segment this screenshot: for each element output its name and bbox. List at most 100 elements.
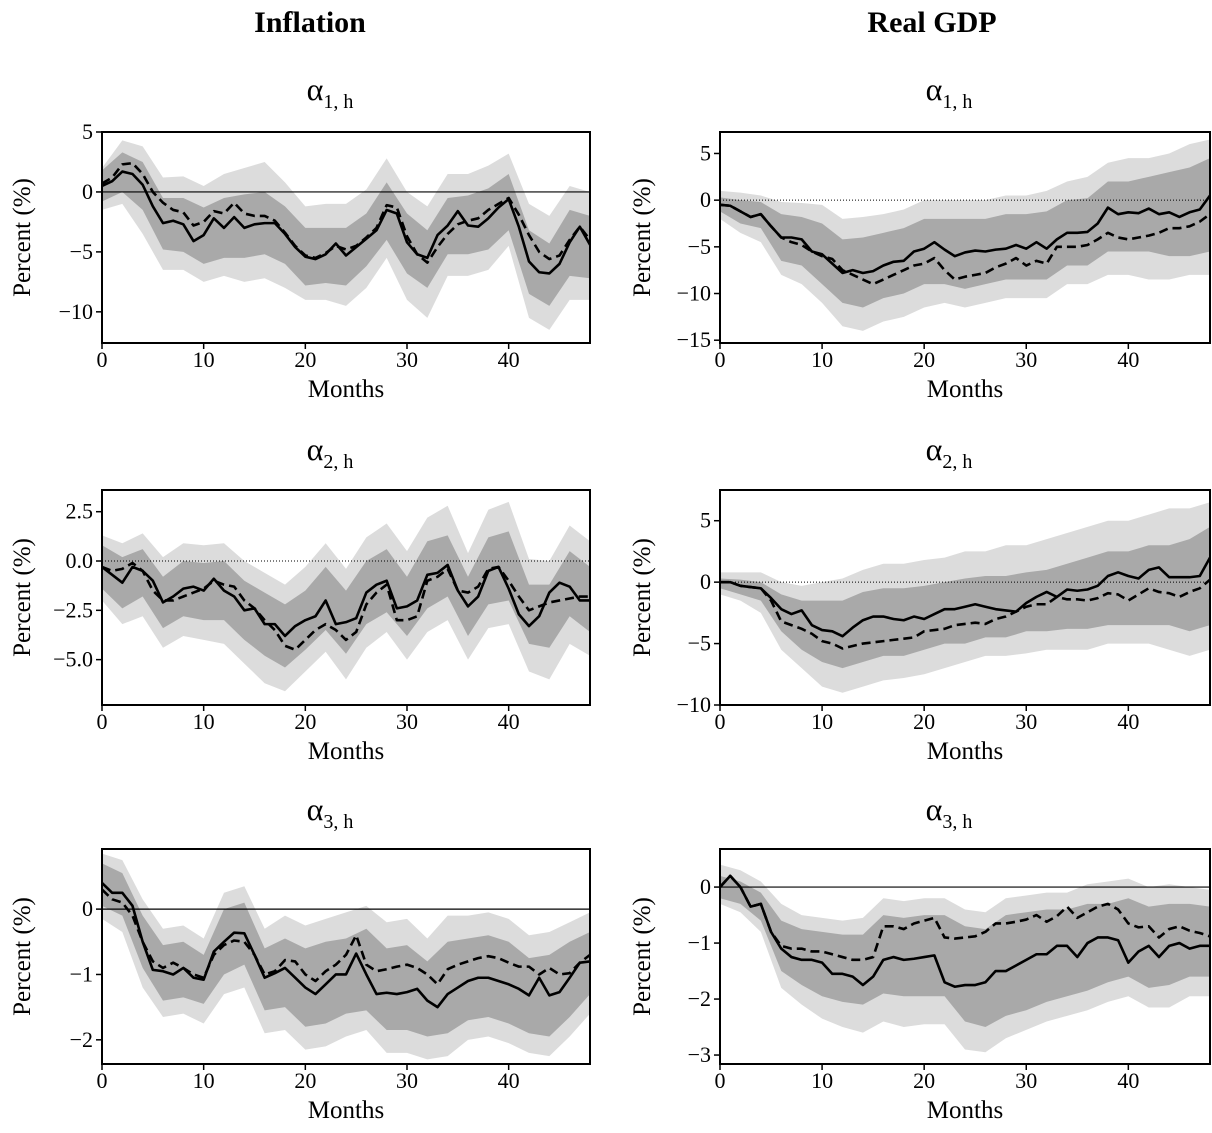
axes-frame [101, 848, 591, 1065]
title-subscript: 1, h [942, 91, 972, 113]
y-tick-label: −2 [688, 986, 711, 1011]
column-title: Real GDP [867, 6, 996, 39]
x-axis-label: Months [927, 1097, 1003, 1124]
x-tick-label: 40 [498, 1068, 520, 1093]
x-tick-label: 40 [1117, 1068, 1139, 1093]
x-tick-label: 10 [811, 709, 833, 734]
series-line [720, 578, 1210, 650]
y-axis-label: Percent (%) [629, 897, 656, 1016]
panel: α3, h 0 10 20 30 40 −2 −1 0 Months Percent (%) [9, 791, 591, 1124]
series-line [102, 561, 590, 652]
series-line [102, 563, 590, 638]
confidence-band [102, 863, 590, 1037]
y-tick-label: −10 [677, 281, 711, 306]
x-tick-label: 30 [396, 347, 418, 372]
x-tick-label: 20 [913, 709, 935, 734]
plot-area [720, 139, 1210, 331]
x-tick-label: 0 [715, 347, 726, 372]
x-tick-label: 40 [498, 347, 520, 372]
y-axis-label: Percent (%) [629, 538, 656, 657]
y-tick-label: 0 [700, 187, 711, 212]
y-tick-label: −5 [688, 631, 711, 656]
panel: α1, h 0 10 20 30 40 −15 −10 −5 0 5 Months Percent (%… [629, 71, 1211, 403]
y-tick-label: 5 [700, 508, 711, 533]
y-tick-label: −5.0 [53, 647, 93, 672]
axes-frame [719, 848, 1211, 1065]
x-tick-label: 30 [1015, 709, 1037, 734]
confidence-band [720, 526, 1210, 669]
y-tick-label: −2.5 [53, 597, 93, 622]
confidence-band [102, 152, 590, 306]
y-tick-label: −1 [688, 930, 711, 955]
x-tick-label: 40 [1117, 347, 1139, 372]
title-symbol: α [307, 791, 324, 827]
x-tick-label: 20 [294, 1068, 316, 1093]
y-tick-label: 0.0 [66, 548, 94, 573]
confidence-band [720, 158, 1210, 308]
axes-frame [101, 131, 591, 344]
title-symbol: α [926, 431, 943, 467]
y-tick-label: −10 [59, 299, 93, 324]
x-tick-label: 10 [811, 347, 833, 372]
panel-title: α3, h [307, 791, 354, 833]
x-tick-label: 0 [97, 1068, 108, 1093]
series-line [720, 874, 1210, 962]
y-tick-label: 0 [82, 896, 93, 921]
axes-frame [101, 489, 591, 706]
x-tick-label: 20 [294, 347, 316, 372]
y-axis-label: Percent (%) [629, 178, 656, 297]
axes-frame [719, 489, 1211, 706]
panel: α2, h 0 10 20 30 40 −5.0 −2.5 0.0 2.5 Months Percen… [9, 431, 591, 765]
x-axis-label: Months [308, 738, 384, 765]
y-axis-label: Percent (%) [9, 538, 36, 657]
plot-area [720, 864, 1210, 1053]
confidence-band [720, 875, 1210, 1028]
x-tick-label: 0 [97, 709, 108, 734]
panel-title: α2, h [307, 431, 354, 473]
title-subscript: 1, h [323, 91, 353, 113]
x-tick-label: 0 [715, 709, 726, 734]
panel: α3, h 0 10 20 30 40 −3 −2 −1 0 Months Percent (%) [629, 791, 1211, 1124]
plot-area [720, 502, 1210, 693]
title-symbol: α [926, 791, 943, 827]
x-tick-label: 20 [913, 347, 935, 372]
title-subscript: 3, h [942, 811, 972, 833]
panel: α1, h 0 10 20 30 40 −10 −5 0 5 Months Percent (%) [9, 71, 591, 403]
y-tick-label: 0 [700, 874, 711, 899]
y-tick-label: 5 [700, 140, 711, 165]
y-tick-label: 5 [82, 119, 93, 144]
panel-title: α1, h [307, 71, 354, 113]
title-subscript: 2, h [942, 451, 972, 473]
y-tick-label: −1 [70, 961, 93, 986]
title-symbol: α [307, 71, 324, 107]
series-line [720, 203, 1210, 286]
y-tick-label: −5 [70, 239, 93, 264]
series-line [102, 161, 590, 264]
x-tick-label: 0 [715, 1068, 726, 1093]
title-subscript: 3, h [323, 811, 353, 833]
x-tick-label: 30 [396, 1068, 418, 1093]
panel: α2, h 0 10 20 30 40 −10 −5 0 5 Months Percent (%) [629, 431, 1211, 765]
x-tick-label: 30 [1015, 1068, 1037, 1093]
x-tick-label: 20 [913, 1068, 935, 1093]
x-tick-label: 20 [294, 709, 316, 734]
x-axis-label: Months [308, 1097, 384, 1124]
x-tick-label: 10 [193, 1068, 215, 1093]
x-tick-label: 40 [1117, 709, 1139, 734]
x-axis-label: Months [927, 376, 1003, 403]
y-tick-label: 2.5 [66, 499, 94, 524]
series-line [720, 556, 1210, 638]
title-symbol: α [307, 431, 324, 467]
plot-area [102, 501, 590, 692]
y-tick-label: −15 [677, 327, 711, 352]
x-tick-label: 0 [97, 347, 108, 372]
series-line [720, 874, 1210, 989]
x-tick-label: 40 [498, 709, 520, 734]
title-symbol: α [926, 71, 943, 107]
x-tick-label: 10 [811, 1068, 833, 1093]
plot-area [102, 140, 590, 330]
x-tick-label: 10 [193, 709, 215, 734]
column-title: Inflation [254, 6, 366, 39]
y-tick-label: 0 [700, 569, 711, 594]
